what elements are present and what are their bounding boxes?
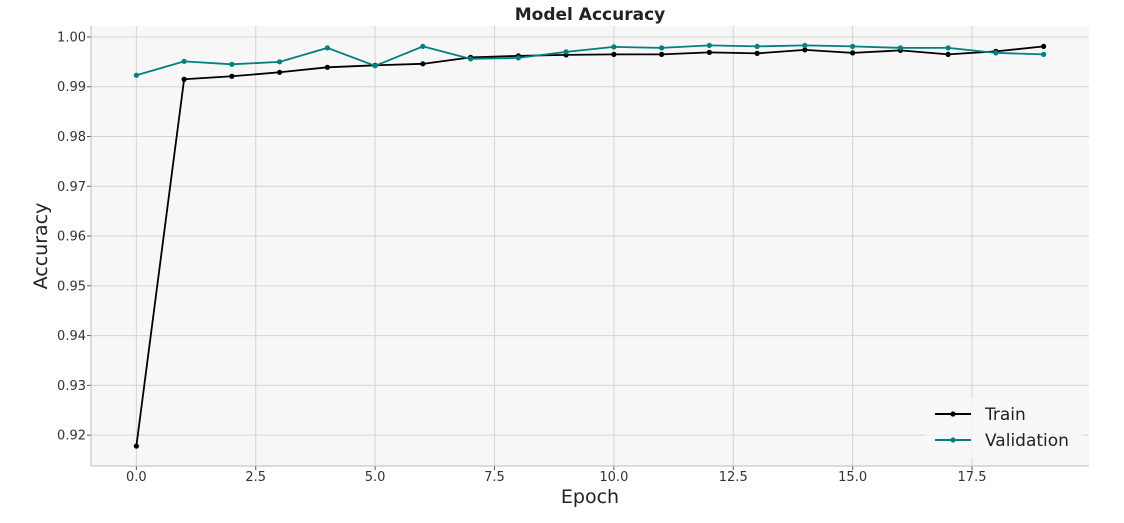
y-tick-label: 0.93 — [57, 379, 86, 394]
data-point-validation — [1041, 51, 1047, 57]
data-point-validation — [372, 63, 378, 69]
x-tick-label: 7.5 — [484, 470, 505, 485]
data-point-train — [850, 50, 856, 56]
legend-marker-train — [950, 411, 956, 417]
legend: Train Validation — [925, 398, 1083, 458]
x-tick-label: 5.0 — [365, 470, 386, 485]
legend-label-train: Train — [984, 405, 1026, 425]
data-point-validation — [945, 45, 951, 51]
data-point-train — [420, 61, 426, 67]
y-tick-label: 0.95 — [57, 279, 86, 294]
legend-box — [925, 398, 1083, 458]
x-tick-label: 2.5 — [245, 470, 266, 485]
data-point-train — [133, 443, 139, 449]
data-point-validation — [706, 42, 712, 49]
data-point-validation — [563, 49, 569, 55]
data-point-validation — [802, 42, 808, 49]
grid-lines — [91, 26, 1089, 466]
y-tick-label: 0.94 — [57, 329, 86, 344]
series-line-train — [135, 45, 1044, 447]
x-tick-label: 10.0 — [599, 470, 628, 485]
data-point-validation — [993, 50, 999, 56]
data-point-validation — [754, 43, 760, 50]
y-tick-label: 0.96 — [57, 230, 86, 245]
data-point-train — [181, 76, 187, 82]
chart-title: Model Accuracy — [515, 5, 665, 25]
data-point-validation — [277, 59, 283, 65]
legend-marker-validation — [950, 437, 956, 443]
y-tick-label: 0.99 — [57, 80, 86, 95]
data-point-train — [611, 51, 617, 57]
data-point-train — [945, 51, 951, 57]
plot-background — [91, 26, 1089, 466]
data-point-train — [802, 47, 808, 53]
data-point-train — [706, 49, 712, 55]
y-tick-label: 1.00 — [57, 30, 86, 45]
series-layer — [133, 42, 1047, 449]
data-point-validation — [515, 55, 521, 61]
legend-label-validation: Validation — [985, 431, 1069, 451]
x-tick-label: 0.0 — [126, 470, 147, 485]
y-axis-label: Accuracy — [30, 203, 52, 290]
data-point-validation — [897, 45, 903, 51]
series-line-validation — [136, 44, 1044, 77]
data-point-validation — [611, 44, 617, 50]
data-point-train — [229, 73, 235, 79]
data-point-validation — [659, 45, 665, 51]
data-point-validation — [468, 56, 474, 62]
data-point-validation — [133, 72, 139, 78]
data-point-train — [1041, 43, 1047, 50]
data-point-validation — [229, 61, 235, 67]
axes-layer: 0.0 2.5 5.0 7.5 10.0 12.5 15.0 17.5 0.92 0.93 0.94… — [57, 26, 1089, 485]
data-point-validation — [324, 45, 330, 51]
y-tick-label: 0.92 — [57, 429, 86, 444]
x-tick-label: 17.5 — [958, 470, 987, 485]
y-tick-label: 0.97 — [57, 180, 86, 195]
data-point-train — [659, 51, 665, 57]
data-point-train — [754, 50, 760, 56]
x-axis-label: Epoch — [561, 486, 619, 508]
data-point-validation — [850, 43, 856, 50]
x-tick-label: 15.0 — [838, 470, 867, 485]
data-point-validation — [420, 43, 426, 50]
y-tick-label: 0.98 — [57, 130, 86, 145]
data-point-train — [277, 69, 283, 75]
data-point-validation — [181, 58, 187, 64]
x-tick-label: 12.5 — [719, 470, 748, 485]
data-point-train — [324, 64, 330, 70]
